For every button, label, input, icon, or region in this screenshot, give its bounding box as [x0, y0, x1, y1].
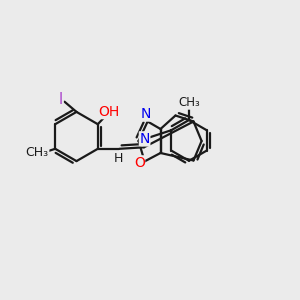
Text: CH₃: CH₃ [178, 96, 200, 109]
Text: OH: OH [99, 105, 120, 118]
Text: I: I [59, 92, 63, 107]
Text: CH₃: CH₃ [26, 146, 49, 159]
Text: O: O [134, 156, 145, 170]
Text: N: N [141, 107, 151, 121]
Text: H: H [114, 152, 124, 165]
Text: N: N [140, 132, 150, 146]
